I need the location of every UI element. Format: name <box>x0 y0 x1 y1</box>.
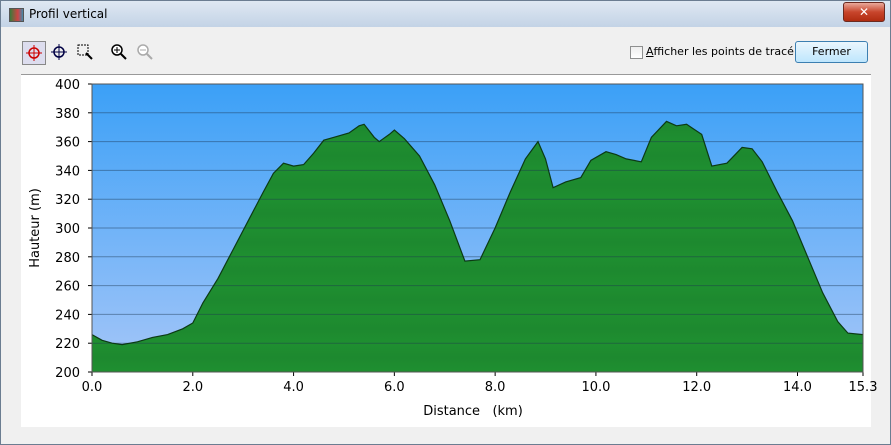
tool-zoom-area[interactable] <box>74 41 96 63</box>
close-dialog-button[interactable]: Fermer <box>795 41 868 63</box>
y-tick-label: 220 <box>55 337 80 352</box>
window-icon <box>9 8 24 22</box>
x-tick-label: 2.0 <box>182 380 203 395</box>
tool-select[interactable] <box>22 41 46 65</box>
y-tick-label: 280 <box>55 251 80 266</box>
x-tick-label: 15.3 <box>849 380 878 395</box>
y-tick-label: 380 <box>55 107 80 122</box>
tool-cursor[interactable] <box>48 41 70 63</box>
x-tick-label: 6.0 <box>384 380 405 395</box>
close-button[interactable]: ✕ <box>843 2 885 22</box>
y-axis-label: Hauteur (m) <box>28 188 43 268</box>
x-tick-label: 4.0 <box>283 380 304 395</box>
title-bar: Profil vertical ✕ <box>1 1 890 27</box>
profile-line <box>91 120 864 346</box>
x-tick-label: 14.0 <box>783 380 812 395</box>
window-title: Profil vertical <box>29 7 108 21</box>
plot-frame <box>91 83 864 373</box>
x-tick-label: 10.0 <box>581 380 610 395</box>
tool-zoom-out[interactable] <box>134 41 156 63</box>
x-tick-label: 0.0 <box>82 380 103 395</box>
y-tick-label: 400 <box>55 78 80 93</box>
checkbox[interactable] <box>630 46 643 59</box>
area-stripes <box>92 121 863 373</box>
y-tick-label: 360 <box>55 136 80 151</box>
x-tick-label: 8.0 <box>485 380 506 395</box>
y-tick-label: 320 <box>55 193 80 208</box>
tool-zoom-in[interactable] <box>108 41 130 63</box>
y-tick-label: 200 <box>55 366 80 381</box>
x-axis-label: Distance (km) <box>423 404 523 419</box>
y-tick-label: 340 <box>55 164 80 179</box>
y-tick-label: 260 <box>55 280 80 295</box>
x-tick-label: 12.0 <box>682 380 711 395</box>
checkbox-label[interactable]: Afficher les points de tracé <box>646 45 794 58</box>
y-tick-label: 240 <box>55 308 80 323</box>
y-tick-label: 300 <box>55 222 80 237</box>
